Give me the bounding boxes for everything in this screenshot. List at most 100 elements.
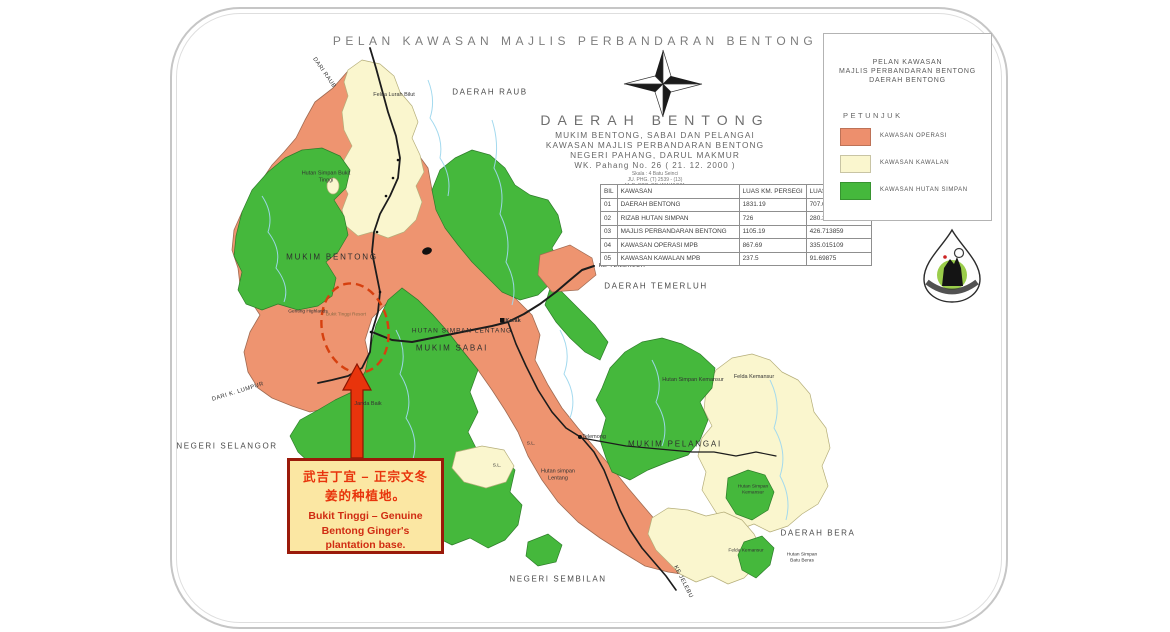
map-label-karak: Karak: [505, 318, 521, 324]
region-operasi-temerluh-exit: [537, 244, 597, 293]
legend-label-hutan-simpan: KAWASAN HUTAN SIMPAN: [880, 187, 968, 193]
rivers: [261, 79, 789, 521]
map-label-hutan-simpan-lentang-2: Hutan simpan Lentang: [541, 468, 575, 481]
map-label-daerah-raub: DAERAH RAUB: [452, 87, 528, 97]
cell: 335.015109: [805, 238, 872, 253]
annotation-box: 武吉丁宜 – 正宗文冬 姜的种植地。 Bukit Tinggi – Genuin…: [287, 458, 444, 554]
cell: 05: [600, 251, 618, 266]
region-kawalan-patch-small: [326, 177, 340, 195]
region-felda-lurah-bilut: [339, 59, 425, 239]
cell: 867.69: [738, 238, 807, 253]
map-label-sl-1: S.L.: [526, 441, 536, 447]
title-block: DAERAH BENTONG MUKIM BENTONG, SABAI DAN …: [515, 112, 795, 189]
annotation-english-line1: Bukit Tinggi – Genuine: [308, 510, 423, 522]
cell: 1831.19: [738, 197, 807, 212]
road-pelangai: [581, 437, 777, 457]
annotation-chinese-line2: 姜的种植地。: [324, 489, 406, 503]
map-label-genting-highlands: Genting Highlands: [288, 309, 328, 315]
legend-swatch-hutan-simpan: [840, 182, 871, 200]
bukit-tinggi-highlight-ellipse: [320, 282, 390, 374]
cell: 1105.19: [738, 224, 807, 239]
road-south: [507, 321, 677, 591]
map-label-daerah-bera: DAERAH BERA: [780, 528, 856, 538]
map-label-negeri-selangor: NEGERI SELANGOR: [176, 441, 278, 451]
title-line-mukim: MUKIM BENTONG, SABAI DAN PELANGAI: [555, 130, 755, 140]
title-line-negeri: NEGERI PAHANG, DARUL MAKMUR: [570, 150, 740, 160]
cell: 237.5: [738, 251, 807, 266]
cell: 726: [738, 211, 807, 226]
map-label-mukim-pelangai: MUKIM PELANGAI: [627, 439, 723, 449]
town-marks: [369, 158, 582, 439]
map-label-telemong: Telemong: [582, 434, 606, 440]
map-label-sl-2: S.L.: [492, 463, 502, 469]
map-label-negeri-sembilan: NEGERI SEMBILAN: [509, 574, 607, 584]
cell: RIZAB HUTAN SIMPAN: [616, 211, 740, 226]
annotation-chinese-line1: 武吉丁宜 – 正宗文冬: [303, 470, 428, 484]
map-label-hutan-simpan-lentang: HUTAN SIMPAN LENTANG: [411, 327, 513, 335]
region-hutan-simpan-kemansur-south: [725, 469, 775, 521]
cell: 04: [600, 238, 618, 253]
map-label-daerah-temerluh: DAERAH TEMERLUH: [604, 281, 708, 291]
roads: [317, 47, 777, 591]
title-line-kawasan: KAWASAN MAJLIS PERBANDARAN BENTONG: [545, 140, 765, 150]
cell: 426.713859: [805, 224, 872, 239]
title-note-ju: JU. PHG. (T) 2539 - (13): [627, 177, 683, 183]
map-label-felda-kemansur-east: Felda Kemansur: [733, 374, 775, 380]
title-note-skala: Skala : 4 Batu Seinci: [631, 171, 679, 177]
map-label-mukim-bentong: MUKIM BENTONG: [286, 252, 378, 262]
region-hutan-simpan-bukit-tinggi: [233, 147, 351, 311]
annotation-english-line2: Bentong Ginger's: [321, 524, 410, 537]
th-luas-km: LUAS KM. PERSEGI: [738, 184, 807, 199]
legend-swatch-kawalan: [840, 155, 871, 173]
cell: 91.69875: [805, 251, 872, 266]
map-label-hutan-simpan-batu-beras: Hutan Simpan Batu Beras: [786, 552, 818, 563]
legend-title-line3: DAERAH BENTONG: [869, 77, 946, 84]
map-label-bukit-tinggi-resort: Bukit Tinggi Resort: [325, 312, 367, 318]
title-line-warta: WK. Pahang No. 26 ( 21. 12. 2000 ): [574, 161, 736, 170]
mpb-logo: [923, 228, 981, 303]
map-label-ke-temerluh: KE TEMERLUH: [598, 263, 646, 269]
legend-title: PELAN KAWASAN MAJLIS PERBANDARAN BENTONG…: [824, 58, 991, 85]
table-row: 03 MAJLIS PERBANDARAN BENTONG 1105.19 42…: [600, 224, 872, 239]
cell: KAWASAN OPERASI MPB: [616, 238, 740, 253]
map-label-felda-kemansur-south: Felda Kemansur: [728, 548, 764, 554]
legend-heading: PETUNJUK: [843, 111, 903, 120]
th-kawasan: KAWASAN: [616, 184, 740, 199]
cell: 02: [600, 211, 618, 226]
map-title: PELAN KAWASAN MAJLIS PERBANDARAN BENTONG: [332, 34, 818, 48]
region-hutan-simpan-kemansur: [595, 337, 716, 481]
map-label-hutan-simpan-bukit-tinggi: Hutan Simpan Bukit Tinggi: [301, 170, 351, 183]
cell: 01: [600, 197, 618, 212]
region-hutan-simpan-batu-beras: [737, 535, 775, 579]
th-bil: BIL: [600, 184, 618, 199]
legend-title-line1: PELAN KAWASAN: [872, 59, 943, 66]
daerah-bentong-heading: DAERAH BENTONG: [540, 112, 770, 128]
compass-rose-icon: [623, 49, 703, 118]
legend-label-operasi: KAWASAN OPERASI: [880, 133, 947, 139]
map-label-hutan-simpan-kemansur-south: Hutan Simpan Kemansur: [737, 484, 769, 495]
region-kawalan-patch: [451, 445, 515, 489]
region-hutan-simpan-northeast: [431, 149, 563, 301]
legend-title-line2: MAJLIS PERBANDARAN BENTONG: [839, 68, 976, 75]
annotation-english-line3: plantation base.: [325, 539, 406, 551]
road-north-south: [317, 47, 401, 384]
legend-label-kawalan: KAWASAN KAWALAN: [880, 160, 950, 166]
cell: MAJLIS PERBANDARAN BENTONG: [616, 224, 740, 239]
region-green-south: [525, 533, 563, 567]
cell: KAWASAN KAWALAN MPB: [616, 251, 740, 266]
map-label-hutan-simpan-kemansur-north: Hutan Simpan Kemansur: [662, 377, 724, 383]
table-row: 05 KAWASAN KAWALAN MPB 237.5 91.69875: [600, 251, 872, 266]
map-label-felda-lurah-bilut: Felda Lurah Bilut: [373, 92, 415, 98]
cell: DAERAH BENTONG: [616, 197, 740, 212]
annotation-arrow-icon: [341, 362, 373, 459]
table-row: 04 KAWASAN OPERASI MPB 867.69 335.015109: [600, 238, 872, 253]
cell: 03: [600, 224, 618, 239]
legend-swatch-operasi: [840, 128, 871, 146]
map-label-janda-baik: Janda Baik: [354, 401, 382, 407]
region-green-east-border: [544, 281, 609, 361]
map-label-mukim-sabai: MUKIM SABAI: [415, 343, 489, 353]
road-karak-highway: [371, 265, 595, 343]
legend-panel: PELAN KAWASAN MAJLIS PERBANDARAN BENTONG…: [823, 33, 992, 221]
